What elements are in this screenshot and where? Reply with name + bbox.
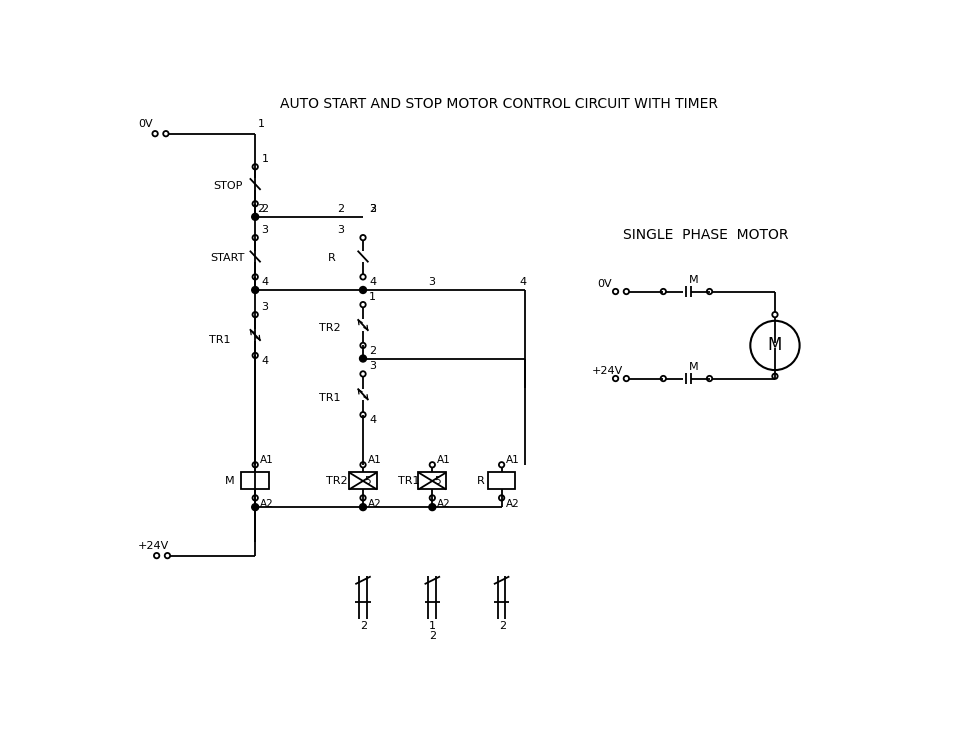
Text: 2: 2	[370, 204, 376, 214]
Text: A2: A2	[506, 499, 520, 509]
Text: M: M	[767, 336, 782, 354]
Text: A2: A2	[368, 499, 381, 509]
Text: 0V: 0V	[138, 120, 153, 130]
Text: 3: 3	[261, 302, 268, 312]
Text: A1: A1	[259, 455, 274, 465]
Text: +24V: +24V	[592, 366, 623, 376]
Text: A1: A1	[368, 455, 381, 465]
Text: 5: 5	[434, 476, 441, 486]
Bar	[418, 472, 447, 489]
Bar	[349, 472, 377, 489]
Text: 2: 2	[370, 346, 376, 356]
Circle shape	[360, 355, 367, 362]
Text: TR2: TR2	[326, 476, 348, 486]
Text: 2: 2	[257, 204, 264, 214]
Text: 4: 4	[261, 277, 268, 287]
Circle shape	[252, 214, 258, 220]
Text: 4: 4	[520, 277, 527, 287]
Circle shape	[360, 286, 367, 294]
Text: A2: A2	[259, 499, 274, 509]
Text: M: M	[688, 275, 698, 285]
Text: 4: 4	[261, 356, 268, 366]
Circle shape	[429, 504, 436, 510]
Text: 2: 2	[429, 631, 437, 642]
Text: 3: 3	[428, 277, 436, 287]
Text: 1: 1	[261, 154, 268, 164]
Text: A2: A2	[437, 499, 450, 509]
Text: 4: 4	[370, 415, 376, 425]
Circle shape	[252, 286, 258, 294]
Text: 2: 2	[337, 204, 345, 214]
Text: +24V: +24V	[138, 541, 170, 550]
Text: 3: 3	[261, 225, 268, 235]
Bar	[242, 472, 269, 489]
Text: SINGLE  PHASE  MOTOR: SINGLE PHASE MOTOR	[623, 228, 789, 242]
Text: 3: 3	[337, 225, 344, 235]
Text: M: M	[688, 362, 698, 372]
Text: R: R	[328, 254, 335, 263]
Text: START: START	[211, 254, 245, 263]
Text: 0V: 0V	[597, 278, 611, 289]
Text: TR2: TR2	[319, 324, 340, 333]
Text: 2: 2	[261, 204, 268, 214]
Text: TR1: TR1	[398, 476, 419, 486]
Text: 4: 4	[370, 277, 376, 287]
Text: STOP: STOP	[214, 181, 243, 191]
Text: R: R	[477, 476, 485, 486]
Text: 3: 3	[370, 362, 376, 371]
Text: 2: 2	[360, 622, 367, 631]
Text: 5: 5	[365, 476, 371, 486]
Circle shape	[252, 504, 258, 510]
Text: AUTO START AND STOP MOTOR CONTROL CIRCUIT WITH TIMER: AUTO START AND STOP MOTOR CONTROL CIRCUI…	[280, 98, 719, 112]
Text: A1: A1	[437, 455, 450, 465]
Text: 3: 3	[370, 204, 376, 214]
Text: 1: 1	[370, 292, 376, 302]
Text: 1: 1	[257, 120, 264, 130]
Text: A1: A1	[506, 455, 520, 465]
Circle shape	[360, 504, 367, 510]
Text: 1: 1	[429, 622, 436, 631]
Text: TR1: TR1	[209, 335, 230, 345]
Text: M: M	[224, 476, 234, 486]
Bar	[488, 472, 516, 489]
Text: 2: 2	[499, 622, 506, 631]
Text: TR1: TR1	[319, 393, 340, 403]
